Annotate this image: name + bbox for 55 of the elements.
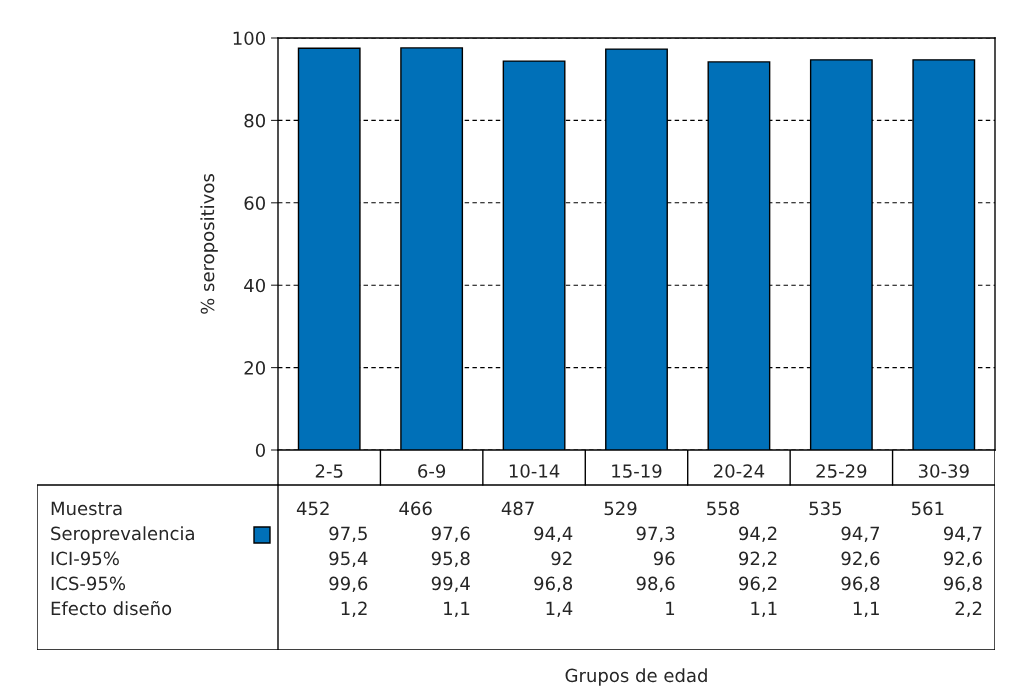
- y-tick-label: 20: [244, 361, 265, 375]
- text: 1: [666, 601, 675, 615]
- text: 558: [707, 501, 739, 516]
- text: 92: [551, 551, 572, 566]
- text: 95,4: [329, 551, 368, 568]
- text: ICI-95%: [51, 551, 119, 566]
- text: 96: [653, 551, 675, 566]
- text: 1,1: [853, 601, 879, 618]
- x-tick-label: 20-24: [714, 464, 765, 478]
- text: 92,6: [841, 551, 880, 568]
- text: 92,2: [739, 551, 777, 568]
- y-tick-label: 0: [255, 443, 265, 458]
- text: 529: [604, 501, 637, 516]
- text: 96,8: [534, 576, 573, 593]
- text: 535: [809, 501, 842, 516]
- text: 98,6: [636, 576, 675, 593]
- data-label: 97,6: [431, 526, 470, 543]
- x-tick-label: 25-29: [816, 464, 867, 478]
- text: 452: [296, 501, 329, 516]
- text: Seroprevalencia: [51, 526, 194, 544]
- text: 95,8: [431, 551, 470, 568]
- text: Muestra: [51, 501, 122, 516]
- y-axis-title: % seropositivos: [200, 174, 218, 314]
- data-label: 94,2: [739, 526, 777, 543]
- text: 99,4: [431, 576, 470, 593]
- text: Grupos de edad: [565, 668, 707, 686]
- data-label: 94,4: [534, 526, 573, 543]
- text: 487: [501, 501, 534, 516]
- data-label: 97,3: [636, 526, 675, 543]
- y-tick-label: 100: [233, 31, 265, 46]
- text: 96,2: [739, 576, 777, 593]
- data-label: 94,7: [943, 526, 982, 543]
- x-tick-label: 10-14: [509, 464, 560, 478]
- data-label: 97,5: [329, 526, 367, 543]
- text: 96,8: [841, 576, 880, 593]
- text: 1,2: [341, 601, 367, 618]
- text: ICS-95%: [51, 576, 126, 591]
- text: 1,1: [444, 601, 470, 618]
- text: 561: [911, 501, 944, 516]
- text: 92,6: [943, 551, 982, 568]
- y-tick-label: 40: [244, 278, 265, 293]
- x-tick-label: 30-39: [918, 464, 969, 478]
- x-tick-label: 2-5: [315, 464, 343, 478]
- text: 96,8: [943, 576, 982, 593]
- x-tick-label: 15-19: [612, 464, 662, 478]
- text: 99,6: [329, 576, 368, 593]
- text: 466: [399, 501, 432, 516]
- y-tick-label: 80: [244, 113, 265, 128]
- data-label: 94,7: [841, 526, 880, 543]
- text: 1,1: [751, 601, 777, 618]
- text: 1,4: [546, 601, 573, 618]
- y-tick-label: 60: [244, 196, 265, 210]
- text: 2,2: [955, 601, 982, 618]
- x-tick-label: 6-9: [418, 464, 446, 478]
- text: Efecto diseño: [51, 600, 172, 616]
